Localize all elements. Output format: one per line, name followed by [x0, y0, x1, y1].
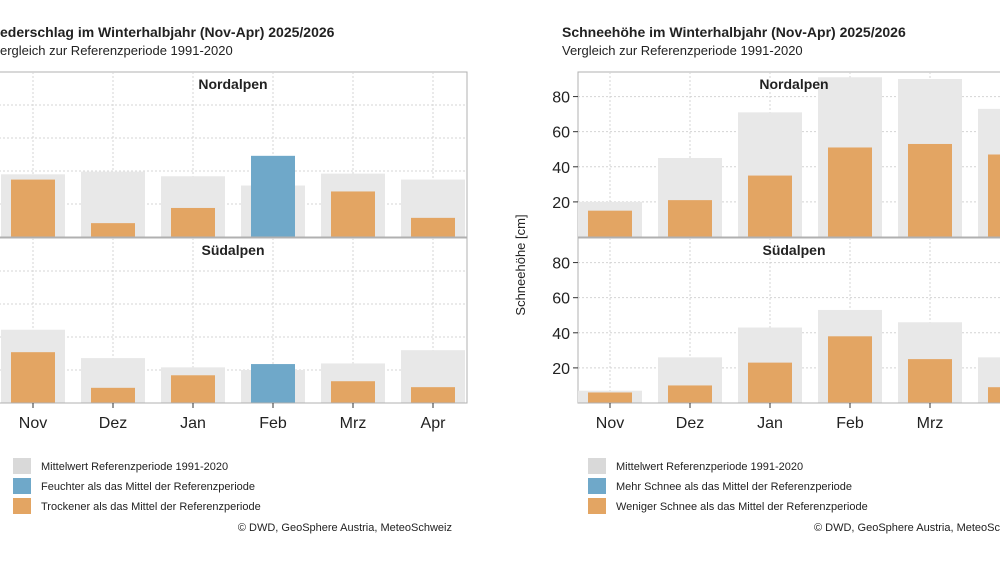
legend-swatch [588, 478, 606, 494]
y-tick-label: 80 [552, 256, 570, 273]
x-tick-label: Feb [836, 415, 864, 432]
bar [588, 210, 632, 237]
bar [748, 175, 792, 237]
bar [91, 223, 135, 237]
facet-title: Nordalpen [759, 76, 828, 92]
bar [988, 154, 1000, 237]
legend-label: Trockener als das Mittel der Referenzper… [41, 501, 261, 513]
bar [908, 359, 952, 403]
x-tick-label: Mrz [340, 415, 367, 432]
facet-title: Südalpen [762, 242, 825, 258]
facet-title: Nordalpen [198, 76, 267, 92]
bar [171, 375, 215, 403]
bar [828, 336, 872, 403]
y-tick-label: 80 [552, 90, 570, 107]
bar [668, 385, 712, 403]
bar [251, 364, 295, 403]
legend-swatch [13, 458, 31, 474]
y-tick-label: 20 [552, 361, 570, 378]
y-axis-label: Schneehöhe [cm] [513, 214, 528, 315]
bar [171, 207, 215, 237]
legend-label: Weniger Schnee als das Mittel der Refere… [616, 501, 868, 513]
y-tick-label: 40 [552, 326, 570, 343]
chart-title: ederschlag im Winterhalbjahr (Nov-Apr) 2… [0, 24, 335, 40]
panel [0, 71, 468, 238]
panel [0, 237, 468, 404]
chart-subtitle: Vergleich zur Referenzperiode 1991-2020 [562, 43, 803, 58]
y-tick-label: 40 [552, 160, 570, 177]
x-tick-label: Feb [259, 415, 287, 432]
source-note: © DWD, GeoSphere Austria, MeteoSchweiz [238, 522, 452, 534]
x-tick-label: Nov [596, 415, 624, 432]
x-tick-label: Jan [180, 415, 206, 432]
bar [251, 155, 295, 237]
legend-label: Mehr Schnee als das Mittel der Referenzp… [616, 481, 852, 493]
y-tick-label: 60 [552, 291, 570, 308]
bar [331, 381, 375, 403]
x-tick-label: Jan [757, 415, 783, 432]
x-tick-label: Dez [99, 415, 127, 432]
x-tick-label: Nov [19, 415, 47, 432]
chart-subtitle: ergleich zur Referenzperiode 1991-2020 [0, 43, 233, 58]
y-tick-label: 60 [552, 125, 570, 142]
y-tick-label: 20 [552, 195, 570, 212]
bar [908, 143, 952, 237]
facet-title: Südalpen [201, 242, 264, 258]
bar [668, 200, 712, 237]
legend-swatch [13, 498, 31, 514]
x-tick-label: Apr [421, 415, 447, 432]
legend-swatch [588, 498, 606, 514]
bar [331, 191, 375, 237]
bar [988, 387, 1000, 403]
bar [91, 387, 135, 403]
legend-swatch [13, 478, 31, 494]
bar [11, 179, 55, 237]
legend-swatch [588, 458, 606, 474]
bar [588, 392, 632, 403]
bar [748, 362, 792, 403]
legend-label: Mittelwert Referenzperiode 1991-2020 [616, 461, 803, 473]
source-note: © DWD, GeoSphere Austria, MeteoSc [814, 522, 1000, 534]
chart-title: Schneehöhe im Winterhalbjahr (Nov-Apr) 2… [562, 24, 906, 40]
bar [411, 387, 455, 403]
x-tick-label: Dez [676, 415, 704, 432]
legend-label: Mittelwert Referenzperiode 1991-2020 [41, 461, 228, 473]
bar [11, 352, 55, 403]
legend-label: Feuchter als das Mittel der Referenzperi… [41, 481, 255, 493]
bar [411, 217, 455, 237]
x-tick-label: Mrz [917, 415, 944, 432]
bar [828, 147, 872, 237]
